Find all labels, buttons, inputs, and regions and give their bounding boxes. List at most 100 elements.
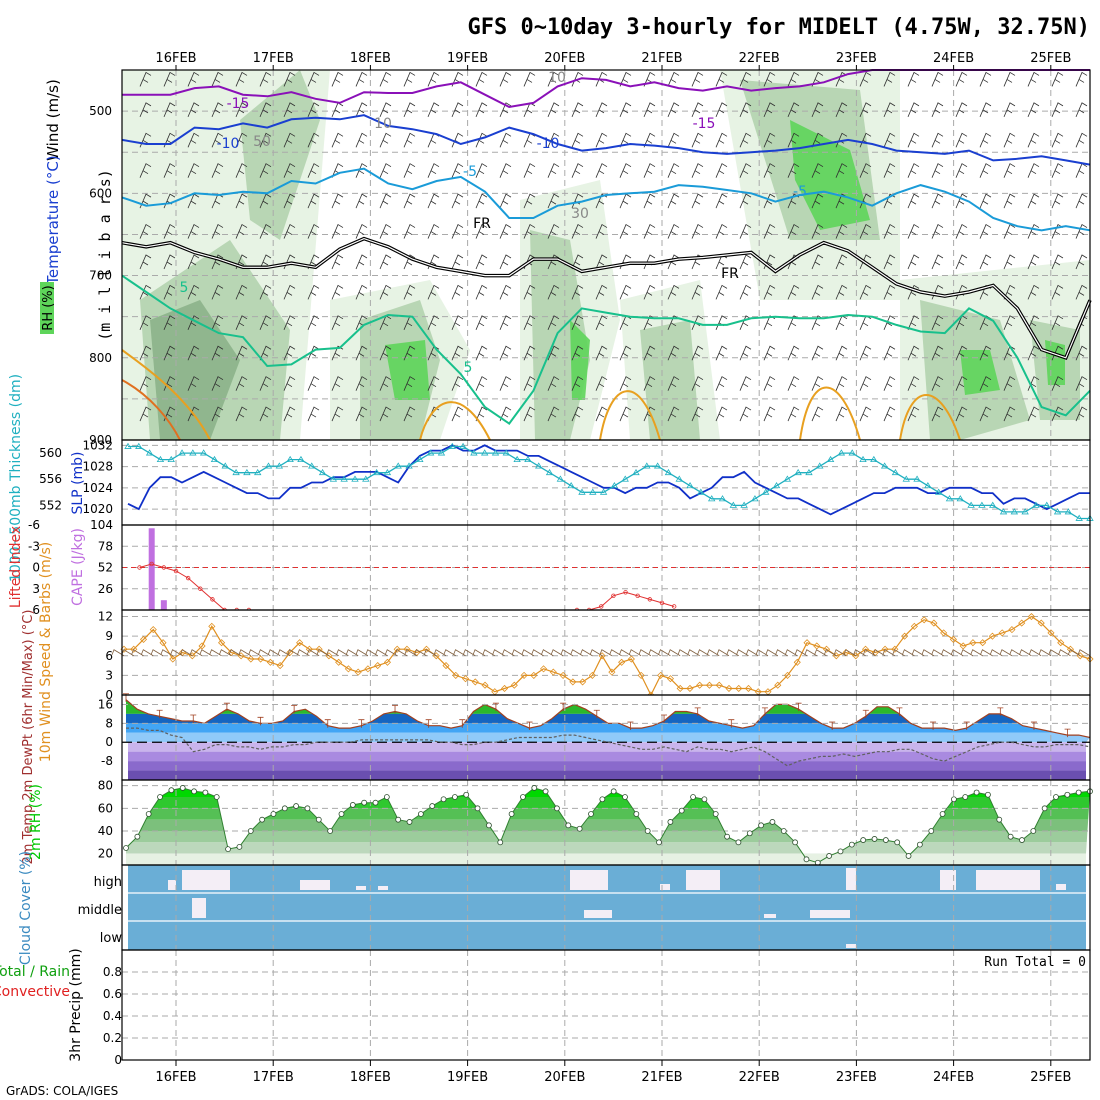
rh2m-marker [1075,789,1082,796]
wind-barb [283,193,296,209]
wind-marker [705,681,714,689]
thickness-marker [275,462,284,469]
wind-barb [355,132,368,148]
slp-axis-title: SLP (mb) [70,451,86,514]
surface-wind-barb [589,649,603,657]
wind-barb [283,163,296,178]
rh2m-marker [690,794,696,800]
temperature-legend: Temperature (°C) [44,155,62,285]
wind-barb [715,71,728,87]
thickness-marker [221,462,229,469]
wind-barb [835,163,848,178]
wind-barb [331,71,344,87]
thickness-marker [610,481,619,489]
surface-wind-barb [511,649,525,657]
wind-barb [811,102,824,118]
surface-wind-barb [433,649,447,657]
rh2m-marker [486,822,492,829]
wind-barb [547,193,560,209]
wind-barb [979,71,992,87]
wind-barb [1075,223,1088,239]
wind-barb [427,193,440,209]
wind-barb [403,223,416,239]
wind-barb [283,71,296,87]
wind-barb [715,163,728,178]
wind-barb [187,284,200,300]
wind-marker [979,639,987,647]
wind-barb [883,102,896,118]
li-marker [623,590,628,595]
minmax-marker [829,721,836,731]
wind-marker [305,645,313,653]
wind-barb [811,254,824,270]
wind-barb [403,254,416,270]
minmax-marker [324,719,331,728]
wind-barb [163,315,176,330]
surface-wind-barb [482,649,495,657]
cape-tick: 78 [98,539,113,553]
wind-barb [931,193,944,209]
slp-tick: 1032 [82,438,113,452]
wind-barb [499,406,512,422]
wind-marker [949,635,957,643]
thickness-marker [783,475,792,482]
wind-barb [643,223,656,239]
wind-barb [907,71,920,87]
thickness-axis-title: 1000~500mb Thickness (dm) [8,374,24,582]
wind-barb [595,406,608,422]
wind-barb [163,284,176,300]
wind-barb [403,193,416,209]
isotherm-line [899,394,961,441]
rh2m-band [126,842,1090,854]
wind-barb [955,163,968,178]
wind-barb [907,284,920,300]
surface-wind-barb [550,649,564,657]
wind-barb [235,102,248,118]
wind-marker [696,681,704,689]
li-tick: -6 [28,518,40,532]
wind-barb [283,345,296,361]
wind-barb [451,102,464,118]
thickness-marker [189,449,197,456]
wind-barb [739,223,752,239]
wind-marker [218,639,226,647]
rh-shading [385,340,430,400]
surface-wind-barb [306,649,320,657]
wind-barb [979,376,992,391]
wind-barb [619,223,632,239]
wind-barb [499,345,512,361]
wind-barb [211,223,224,239]
wind-barb [907,102,920,118]
rh2m-marker [701,796,708,803]
wind-barb [763,163,776,178]
wind-barb [499,376,512,391]
rh2m-title: 2m RH (%) [28,784,44,860]
wind-barb [1051,163,1064,178]
rh2m-marker [1053,794,1059,800]
rh2m-marker [236,843,243,850]
wind-barb [1027,102,1040,118]
surface-wind-barb [638,649,652,657]
rh2m-marker [622,794,628,800]
li-marker [161,565,167,570]
wind-barb [643,193,656,209]
minmax-marker [1064,728,1071,738]
wind-barb [1027,254,1040,270]
wind-marker [744,684,753,693]
wind-barb [499,223,512,239]
wind-barb [211,132,224,148]
precip-axis-title: 3hr Precip (mm) [68,948,84,1061]
rh2m-marker [202,789,209,796]
wind-barb [811,193,824,209]
wind-barb [883,71,896,87]
wind-barb [931,254,944,270]
surface-wind-barb [648,649,661,657]
minmax-marker [392,705,399,714]
wind-barb [355,102,368,118]
rh-shading [1045,340,1065,385]
surface-wind-barb [833,649,847,657]
date-label-top: 24FEB [933,51,974,66]
wind-barb [619,284,632,300]
wind-barb [211,71,224,87]
surface-wind-barb [716,649,730,657]
